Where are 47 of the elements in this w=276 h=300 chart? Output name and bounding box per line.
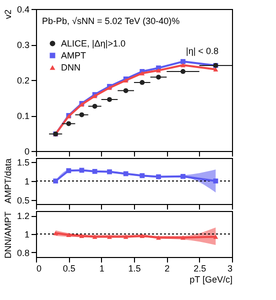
point (156, 68, 161, 73)
point (140, 173, 145, 178)
x-tick-label: 0.5 (62, 264, 76, 274)
point (213, 67, 218, 72)
point (123, 88, 128, 94)
legend-label: DNN (61, 62, 80, 72)
point (92, 104, 98, 109)
y-axis-title: v2 (2, 10, 13, 20)
point (140, 80, 145, 85)
x-tick-label: 0 (36, 264, 42, 274)
point (123, 171, 128, 176)
annotation: |η| < 0.8 (186, 46, 218, 56)
x-tick-label: 2 (164, 264, 170, 274)
point (156, 74, 161, 80)
annotation: Pb-Pb, √sNN = 5.02 TeV (30-40)% (42, 16, 180, 26)
y-tick-label: 1 (24, 230, 30, 240)
y-tick-label: 1 (24, 176, 30, 186)
y-tick-label: 0.8 (16, 248, 30, 258)
y-axis-title: DNN/AMPT (2, 211, 13, 258)
x-tick-label: 3 (227, 264, 232, 274)
y-tick-label: 0.4 (16, 4, 30, 14)
y-tick-label: 0.2 (16, 76, 30, 86)
y-tick-label: 0.1 (16, 111, 30, 121)
x-tick-label: 1.5 (128, 264, 141, 274)
x-axis-title: pT [GeV/c] (190, 274, 232, 284)
y-tick-label: 0 (24, 146, 30, 156)
point (107, 97, 112, 102)
point (66, 121, 72, 126)
point (92, 168, 98, 174)
point (53, 178, 58, 184)
point (180, 59, 186, 64)
y-tick-label: 1.2 (16, 211, 30, 222)
y-axis-title: AMPT/data (2, 158, 13, 204)
point (180, 174, 186, 179)
point (79, 112, 84, 118)
y-tick-label: 0.3 (16, 40, 30, 50)
point (156, 174, 161, 180)
point (66, 168, 72, 174)
x-tick-label: 2.5 (194, 264, 206, 274)
y-tick-label: 0.5 (16, 196, 30, 206)
point (107, 169, 112, 174)
point (180, 69, 186, 74)
point (213, 178, 218, 184)
y-tick-label: 1.5 (16, 157, 30, 168)
legend-label: ALICE, |Δη|>1.0 (61, 38, 126, 48)
x-tick-label: 1 (99, 264, 104, 274)
legend-label: AMPT (61, 50, 87, 60)
